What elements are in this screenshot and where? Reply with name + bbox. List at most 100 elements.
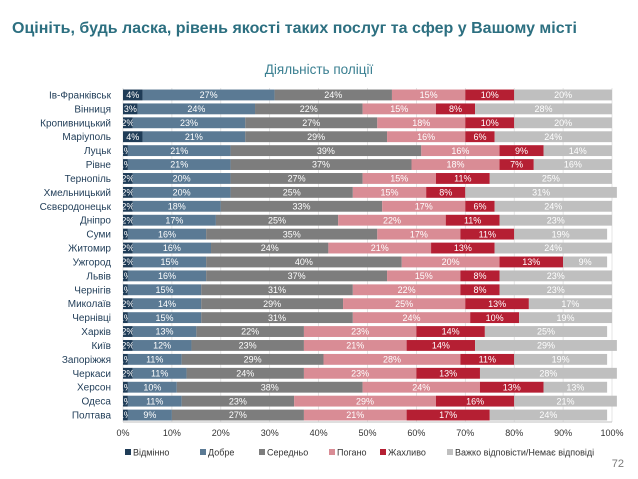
data-label: 15% — [390, 174, 408, 184]
bar-segment — [303, 409, 407, 421]
data-label: 33% — [292, 201, 310, 211]
data-label: 10% — [486, 313, 504, 323]
data-label: 29% — [537, 341, 555, 351]
bar-segment — [391, 89, 466, 101]
bar-segment — [499, 159, 534, 170]
data-label: 22% — [383, 215, 401, 225]
data-label: 23% — [239, 341, 257, 351]
data-label: 25% — [283, 188, 301, 198]
data-label: 20% — [554, 90, 572, 100]
data-label: 31% — [268, 313, 286, 323]
legend-label: Важко відповісти/Немає відповіді — [455, 448, 594, 458]
data-label: 21% — [170, 146, 188, 156]
data-label: 8% — [473, 285, 486, 295]
data-label: 39% — [317, 146, 335, 156]
legend-swatch — [329, 449, 335, 455]
bar-segment — [123, 270, 128, 282]
x-tick-label: 20% — [212, 428, 230, 438]
bar-segment — [230, 186, 353, 198]
data-label: 21% — [170, 160, 188, 170]
data-label: 28% — [535, 104, 553, 114]
data-label: 23% — [547, 271, 565, 281]
data-label: 17% — [415, 201, 433, 211]
bar-segment — [475, 103, 612, 115]
data-label: 3% — [124, 104, 137, 114]
bar-segment — [123, 89, 143, 101]
category-label: Житомир — [68, 244, 111, 255]
data-label: 9% — [143, 410, 156, 420]
bar-segment — [123, 312, 128, 324]
bar-segment — [245, 131, 388, 143]
legend-swatch — [447, 449, 453, 455]
bar-segment — [519, 312, 612, 324]
data-label: 20% — [442, 257, 460, 267]
bar-segment — [127, 395, 182, 407]
bar-segment — [176, 381, 363, 393]
bar-segment — [201, 284, 353, 296]
category-label: Маріуполь — [62, 132, 111, 143]
bar-segment — [201, 298, 344, 310]
bar-segment — [489, 409, 608, 421]
data-label: 22% — [398, 285, 416, 295]
data-label: 4% — [126, 90, 139, 100]
category-label: Суми — [86, 230, 111, 241]
bar-segment — [123, 409, 128, 421]
bar-segment — [123, 284, 128, 296]
data-label: 23% — [547, 215, 565, 225]
data-label: 1% — [119, 160, 132, 170]
bar-segment — [186, 367, 304, 379]
bar-segment — [514, 117, 612, 129]
data-label: 2% — [121, 201, 134, 211]
category-label: Харків — [81, 327, 111, 338]
data-label: 14% — [569, 146, 587, 156]
data-label: 9% — [515, 146, 528, 156]
bar-segment — [123, 367, 133, 379]
data-label: 10% — [143, 382, 161, 392]
bar-segment — [362, 103, 436, 115]
category-label: Вінниця — [74, 104, 111, 115]
bar-segment — [303, 367, 417, 379]
legend-label: Відмінно — [133, 448, 169, 458]
data-label: 2% — [121, 341, 134, 351]
data-label: 2% — [121, 243, 134, 253]
data-label: 15% — [156, 313, 174, 323]
bar-segment — [543, 381, 608, 393]
bar-segment — [411, 159, 500, 170]
category-label: Київ — [91, 341, 111, 352]
bar-segment — [328, 242, 432, 254]
bar-segment — [382, 200, 466, 212]
data-label: 29% — [307, 132, 325, 142]
bar-segment — [303, 326, 417, 337]
data-label: 11% — [146, 355, 163, 365]
bar-segment — [123, 145, 128, 157]
bar-segment — [201, 312, 353, 324]
data-label: 20% — [173, 188, 191, 198]
bar-segment — [465, 117, 515, 129]
category-label: Чернігів — [74, 285, 111, 296]
x-tick-label: 50% — [358, 428, 376, 438]
data-label: 24% — [324, 90, 342, 100]
bar-segment — [127, 159, 231, 170]
bar-segment — [352, 284, 461, 296]
data-label: 21% — [346, 410, 364, 420]
data-label: 21% — [346, 341, 364, 351]
bar-segment — [206, 270, 388, 282]
bar-segment — [127, 312, 202, 324]
chart-title: Діяльність поліції — [264, 62, 374, 77]
bar-segment — [465, 89, 515, 101]
data-label: 19% — [557, 313, 575, 323]
category-label: Ужгород — [73, 257, 112, 268]
data-label: 35% — [283, 229, 301, 239]
data-label: 23% — [229, 396, 247, 406]
category-label: Луцьк — [84, 146, 112, 157]
bar-segment — [435, 173, 490, 184]
data-label: 14% — [442, 327, 460, 337]
data-label: 15% — [390, 104, 408, 114]
data-label: 2% — [121, 327, 134, 337]
bar-segment — [431, 242, 495, 254]
data-label: 27% — [288, 174, 306, 184]
data-label: 1% — [119, 396, 132, 406]
bar-segment — [377, 117, 466, 129]
bar-segment — [303, 340, 407, 351]
